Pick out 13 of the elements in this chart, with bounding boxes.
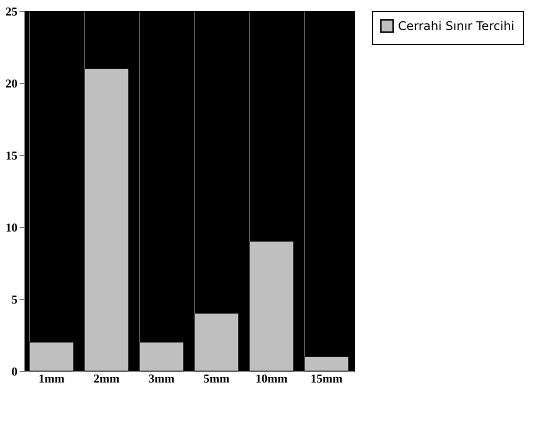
- x-tick-label: 3mm: [148, 372, 174, 386]
- x-tick-label: 5mm: [204, 372, 230, 386]
- y-tick-label: 0: [12, 364, 18, 378]
- x-tick-label: 1mm: [38, 372, 64, 386]
- y-tick-label: 5: [12, 292, 18, 306]
- x-tick-label: 10mm: [256, 372, 288, 386]
- y-tick-label: 10: [6, 220, 18, 234]
- x-tick-label: 15mm: [310, 372, 342, 386]
- y-tick-label: 15: [6, 148, 18, 162]
- y-tick-label: 20: [6, 76, 18, 90]
- y-tick-label: 25: [6, 4, 18, 18]
- x-tick-label: 2mm: [94, 372, 120, 386]
- legend-label: Cerrahi Sınır Tercihi: [398, 19, 514, 33]
